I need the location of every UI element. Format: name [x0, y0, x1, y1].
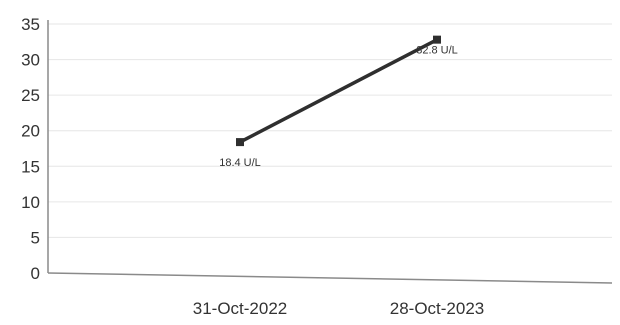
y-tick-label: 5 [31, 228, 40, 247]
data-label: 32.8 U/L [416, 45, 458, 57]
x-tick-label: 28-Oct-2023 [390, 299, 485, 318]
y-tick-label: 25 [21, 86, 40, 105]
y-tick-label: 30 [21, 51, 40, 70]
y-tick-label: 20 [21, 122, 40, 141]
x-axis-line [47, 272, 613, 284]
y-tick-label: 35 [21, 15, 40, 34]
data-label: 18.4 U/L [219, 157, 261, 169]
y-tick-label: 10 [21, 193, 40, 212]
x-tick-label: 31-Oct-2022 [193, 299, 288, 318]
data-point [433, 35, 441, 44]
y-tick-label: 0 [31, 264, 40, 283]
data-point [236, 138, 244, 147]
y-tick-label: 15 [21, 157, 40, 176]
series-line [239, 38, 438, 144]
